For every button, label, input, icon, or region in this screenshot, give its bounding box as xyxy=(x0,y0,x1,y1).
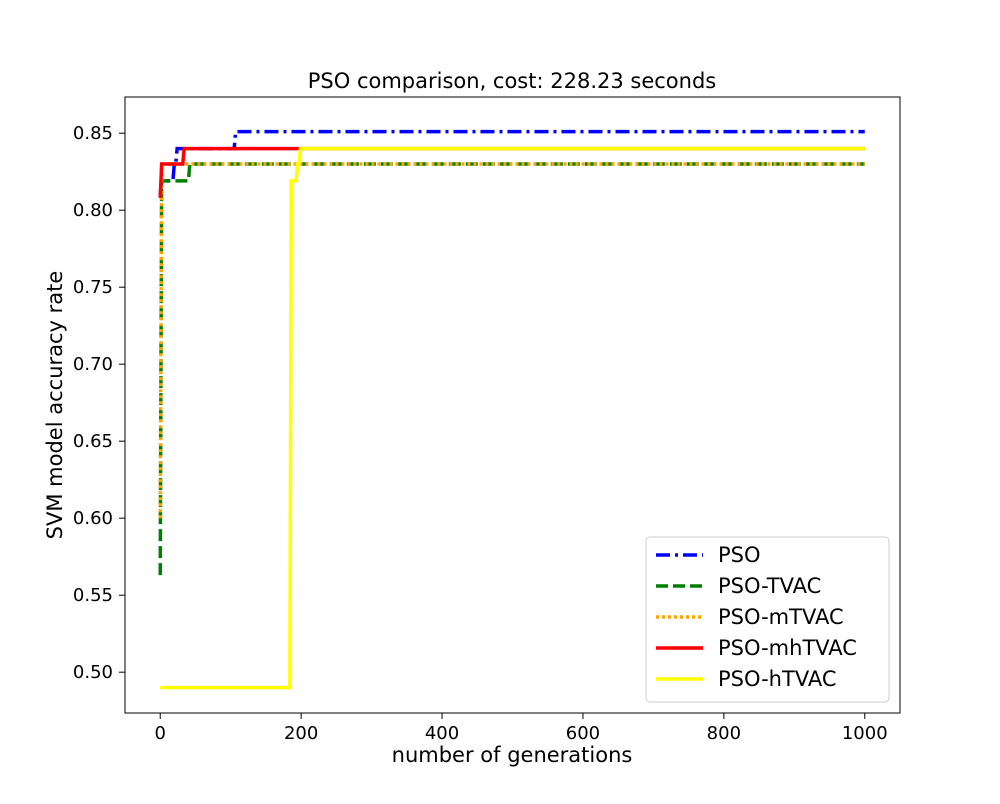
x-tick-label: 1000 xyxy=(842,723,888,744)
x-axis-label: number of generations xyxy=(392,743,633,767)
x-tick-label: 200 xyxy=(284,723,318,744)
legend-label: PSO-mTVAC xyxy=(718,605,844,629)
x-tick-label: 0 xyxy=(155,723,166,744)
x-tick-label: 600 xyxy=(566,723,600,744)
chart-title: PSO comparison, cost: 228.23 seconds xyxy=(308,69,716,93)
series-line-pso xyxy=(158,129,865,195)
legend-label: PSO-mhTVAC xyxy=(718,636,857,660)
y-tick-label: 0.65 xyxy=(73,431,113,452)
legend-label: PSO-TVAC xyxy=(718,574,821,598)
series-line-pso-mhtvac xyxy=(158,146,865,198)
legend-label: PSO-hTVAC xyxy=(718,667,837,691)
y-tick-label: 0.75 xyxy=(73,277,113,298)
y-tick-label: 0.55 xyxy=(73,585,113,606)
plot-area-frame xyxy=(124,96,901,714)
legend-label: PSO xyxy=(718,543,761,567)
y-tick-label: 0.50 xyxy=(73,662,113,683)
x-axis: 0 200 400 600 800 1000 xyxy=(155,713,888,744)
y-tick-label: 0.80 xyxy=(73,200,113,221)
series-line-pso-mtvac xyxy=(158,162,865,519)
series-line-pso-tvac xyxy=(158,162,865,576)
y-axis-label: SVM model accuracy rate xyxy=(43,271,67,540)
x-tick-label: 400 xyxy=(425,723,459,744)
x-tick-label: 800 xyxy=(707,723,741,744)
y-axis: 0.50 0.55 0.60 0.65 0.70 0.75 0.80 0.85 xyxy=(73,123,125,683)
plot-series-group xyxy=(158,129,865,690)
y-tick-label: 0.70 xyxy=(73,354,113,375)
y-tick-label: 0.60 xyxy=(73,508,113,529)
legend: PSO PSO-TVAC PSO-mTVAC PSO-mhTVAC PSO-hTVAC xyxy=(645,536,890,703)
y-tick-label: 0.85 xyxy=(73,123,113,144)
series-line-pso-htvac xyxy=(160,146,865,690)
legend-box xyxy=(645,536,890,703)
